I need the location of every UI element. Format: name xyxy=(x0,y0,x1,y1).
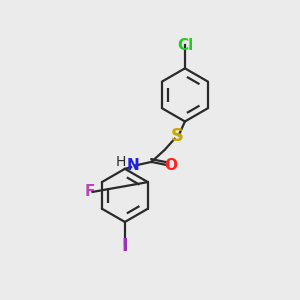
Text: Cl: Cl xyxy=(177,38,193,53)
Text: S: S xyxy=(170,128,183,146)
Text: N: N xyxy=(127,158,139,173)
Text: H: H xyxy=(116,155,126,169)
Text: O: O xyxy=(165,158,178,173)
Text: I: I xyxy=(122,237,128,255)
Text: F: F xyxy=(85,184,95,200)
